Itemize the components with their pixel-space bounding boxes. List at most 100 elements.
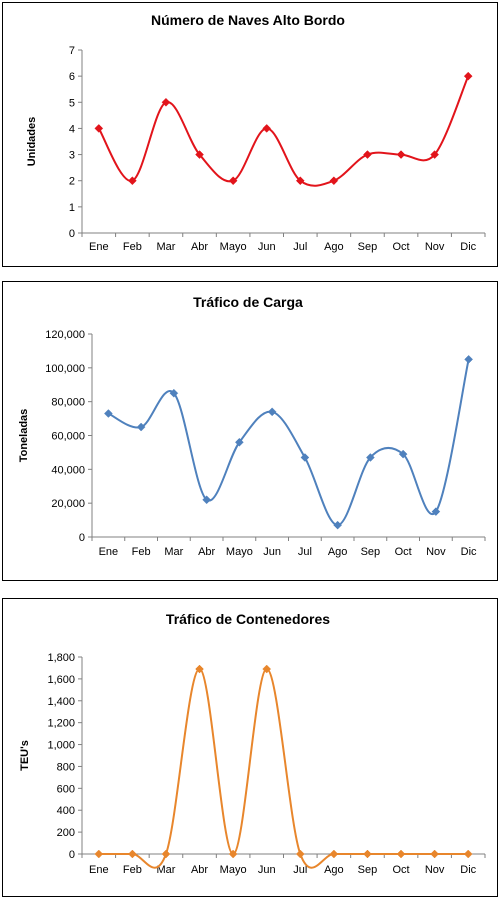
x-tick-label: Ene xyxy=(89,241,109,253)
y-tick-label: 600 xyxy=(57,783,75,795)
data-point xyxy=(329,849,339,859)
x-tick-label: Sep xyxy=(361,546,381,558)
x-tick-label: Dic xyxy=(460,864,476,876)
x-tick-label: Mayo xyxy=(226,546,253,558)
data-point xyxy=(464,355,473,364)
y-tick-label: 120,000 xyxy=(45,329,85,341)
data-point xyxy=(329,176,339,186)
x-tick-label: Oct xyxy=(395,546,412,558)
y-tick-label: 60,000 xyxy=(51,431,85,443)
data-point xyxy=(161,97,171,107)
x-tick-label: Nov xyxy=(426,546,446,558)
x-tick-label: Jun xyxy=(258,241,276,253)
y-tick-label: 100,000 xyxy=(45,363,85,375)
x-tick-label: Ago xyxy=(328,546,348,558)
data-point xyxy=(195,150,204,159)
y-tick-label: 2 xyxy=(69,176,75,188)
x-tick-label: Jul xyxy=(293,241,307,253)
data-point xyxy=(295,849,305,859)
x-tick-label: Ene xyxy=(99,546,119,558)
x-tick-label: Jul xyxy=(298,546,312,558)
data-point xyxy=(396,150,406,159)
data-point xyxy=(228,849,238,859)
y-tick-label: 20,000 xyxy=(51,498,85,510)
x-tick-label: Dic xyxy=(461,546,477,558)
data-point xyxy=(235,437,244,447)
data-point xyxy=(202,495,211,505)
x-tick-label: Oct xyxy=(392,864,409,876)
data-point xyxy=(262,124,272,133)
data-point xyxy=(104,409,113,418)
data-point xyxy=(262,664,272,674)
y-tick-label: 1,600 xyxy=(47,674,75,686)
data-point xyxy=(267,407,277,417)
x-tick-label: Feb xyxy=(123,241,142,253)
series-line xyxy=(107,359,470,527)
chart-title: Tráfico de Contenedores xyxy=(166,611,330,627)
y-tick-label: 1,000 xyxy=(47,740,75,752)
x-tick-label: Nov xyxy=(425,864,445,876)
series-line xyxy=(97,75,470,187)
x-tick-label: Jul xyxy=(293,864,307,876)
x-tick-label: Nov xyxy=(425,241,445,253)
y-tick-label: 0 xyxy=(69,849,75,861)
y-tick-label: 800 xyxy=(57,761,75,773)
chart-title: Tráfico de Carga xyxy=(193,294,303,310)
y-tick-label: 40,000 xyxy=(51,464,85,476)
x-tick-label: Oct xyxy=(392,241,409,253)
chart-naves: Número de Naves Alto Bordo Unidades 0 1 2 3 4 5… xyxy=(26,12,486,253)
data-point xyxy=(430,150,439,159)
y-tick-label: 0 xyxy=(69,228,75,240)
data-point xyxy=(366,453,375,462)
y-tick-label: 5 xyxy=(69,97,75,109)
x-tick-label: Feb xyxy=(123,864,142,876)
x-tick-label: Abr xyxy=(191,241,208,253)
data-point xyxy=(430,849,439,859)
y-tick-label: 400 xyxy=(57,805,75,817)
data-point xyxy=(128,176,137,186)
y-tick-label: 0 xyxy=(79,532,85,544)
x-tick-label: Jun xyxy=(258,864,276,876)
data-point xyxy=(363,849,372,859)
x-tick-label: Sep xyxy=(358,241,378,253)
x-tick-label: Feb xyxy=(132,546,151,558)
data-point xyxy=(169,388,179,398)
y-tick-label: 6 xyxy=(69,71,75,83)
x-tick-label: Mayo xyxy=(220,864,247,876)
x-tick-label: Mar xyxy=(156,241,175,253)
data-point xyxy=(128,849,137,859)
y-tick-label: 1,400 xyxy=(47,696,75,708)
data-point xyxy=(94,124,104,133)
chart-panel-contenedores: Tráfico de Contenedores TEU's 0 200 400 600 80… xyxy=(2,598,498,897)
x-tick-label: Jun xyxy=(263,546,281,558)
x-tick-label: Ene xyxy=(89,864,109,876)
data-point xyxy=(463,71,473,81)
y-tick-label: 80,000 xyxy=(51,397,85,409)
x-tick-label: Abr xyxy=(191,864,208,876)
x-tick-label: Ago xyxy=(324,864,344,876)
x-tick-label: Abr xyxy=(198,546,215,558)
data-point xyxy=(136,422,146,432)
y-tick-label: 7 xyxy=(69,45,75,57)
x-tick-label: Mayo xyxy=(220,241,247,253)
data-point xyxy=(398,449,408,459)
x-tick-label: Mar xyxy=(164,546,183,558)
data-point xyxy=(396,849,406,859)
y-tick-label: 1 xyxy=(69,202,75,214)
data-point xyxy=(195,664,204,674)
y-tick-label: 4 xyxy=(69,123,75,135)
x-tick-label: Ago xyxy=(324,241,344,253)
y-tick-label: 1,800 xyxy=(47,652,75,664)
data-point xyxy=(161,849,171,859)
x-tick-label: Mar xyxy=(156,864,175,876)
chart-title: Número de Naves Alto Bordo xyxy=(151,12,345,28)
data-point xyxy=(295,176,305,186)
chart-contenedores: Tráfico de Contenedores TEU's 0 200 400 600 80… xyxy=(19,611,486,876)
data-point xyxy=(463,849,473,859)
data-point xyxy=(431,507,441,516)
series-line xyxy=(98,668,469,869)
y-tick-label: 3 xyxy=(69,150,75,162)
data-point xyxy=(228,176,238,186)
data-point xyxy=(363,150,372,159)
chart-panel-naves: Número de Naves Alto Bordo Unidades 0 1 2 3 4 5… xyxy=(2,2,498,267)
